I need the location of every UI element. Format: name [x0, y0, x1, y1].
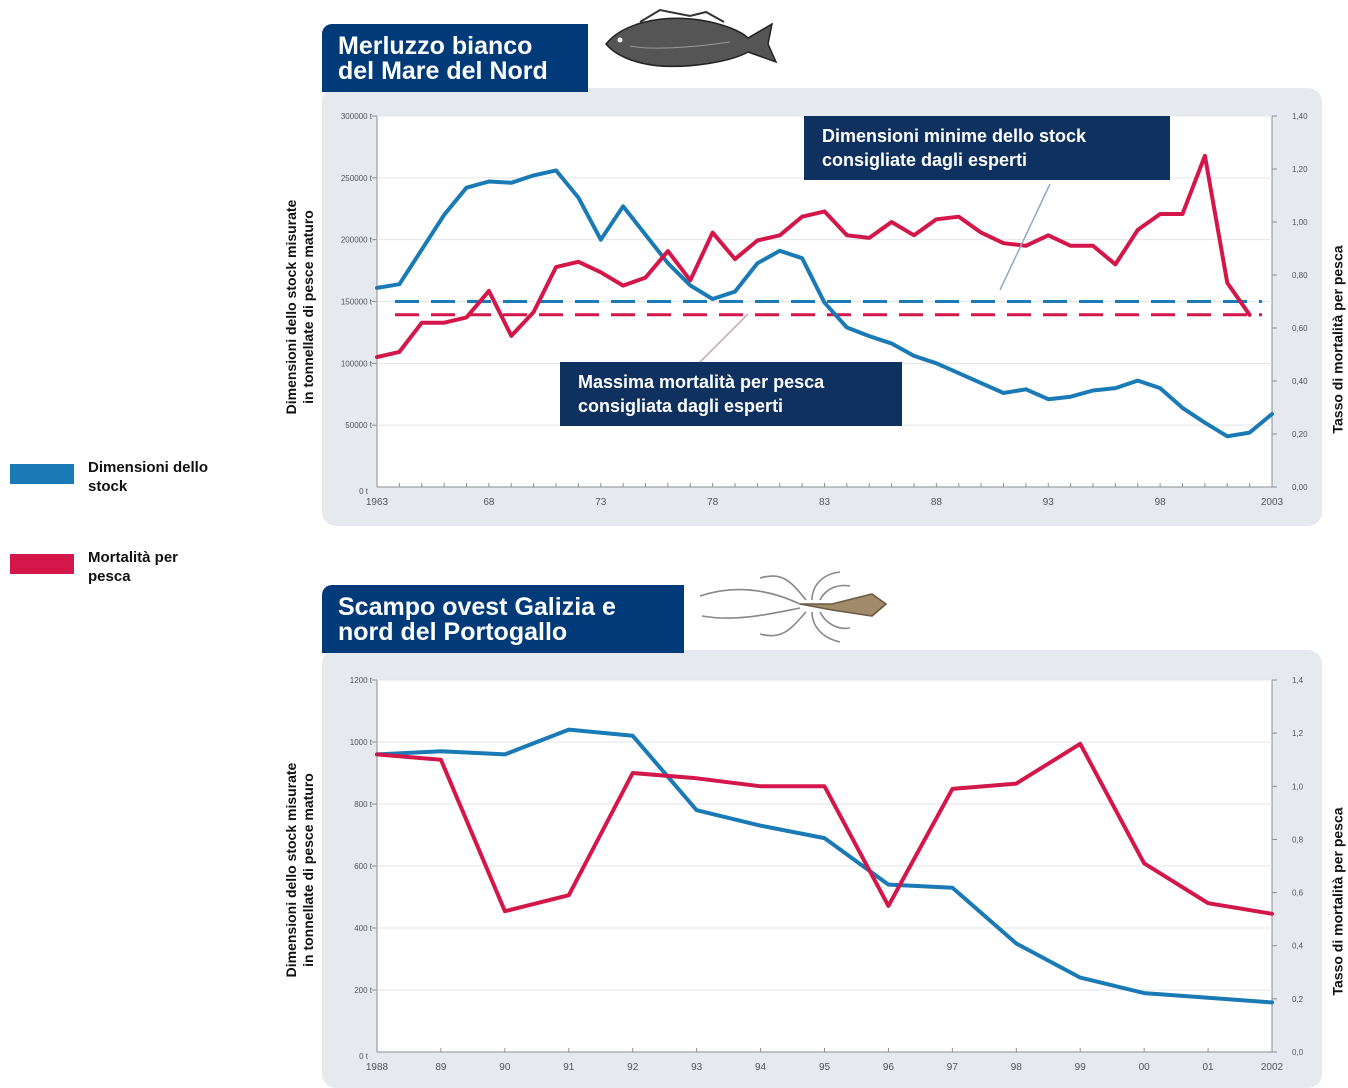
legend-label-mortality: Mortalità per pesca [88, 549, 179, 585]
chart-cod-left-axis-label-line1: Dimensioni dello stock misurate [283, 199, 299, 415]
chart-cod-left-axis-label-line2: in tonnellate di pesce maturo [300, 210, 316, 404]
chart-title-cod-line2: del Mare del Nord [338, 57, 548, 85]
chart-panel-scampi [322, 650, 1322, 1088]
chart-title-cod-line1: Merluzzo bianco [338, 32, 533, 60]
chart-title-scampi-line1: Scampo ovest Galizia e [338, 593, 616, 621]
chart-cod-left-axis-label: Dimensioni dello stock misurate in tonne… [283, 147, 317, 467]
chart-scampi-left-axis-label: Dimensioni dello stock misurate in tonne… [283, 710, 317, 1030]
annotation-max-mortality-line2: consigliata dagli esperti [578, 396, 784, 416]
chart-title-scampi-line2: nord del Portogallo [338, 618, 568, 646]
annotation-min-stock-line1: Dimensioni minime dello stock [822, 126, 1087, 146]
annotation-min-stock: Dimensioni minime dello stock consigliat… [804, 116, 1170, 180]
legend-item-stock: Dimensioni dello stock [10, 458, 208, 496]
chart-title-scampi: Scampo ovest Galizia e nord del Portogal… [322, 585, 684, 653]
legend-label-stock: Dimensioni dello stock [88, 459, 209, 495]
annotation-max-mortality-line1: Massima mortalità per pesca [578, 372, 825, 392]
legend-item-mortality: Mortalità per pesca [10, 548, 208, 586]
legend-swatch-stock [10, 464, 74, 484]
annotation-max-mortality: Massima mortalità per pesca consigliata … [560, 362, 902, 426]
legend-swatch-mortality [10, 554, 74, 574]
scampi-icon [699, 571, 888, 643]
chart-title-cod: Merluzzo bianco del Mare del Nord [322, 24, 588, 92]
chart-scampi-left-axis-label-line1: Dimensioni dello stock misurate [283, 762, 299, 978]
chart-cod-right-axis-label: Tasso di mortalità per pesca [1329, 245, 1346, 434]
chart-scampi-left-axis-label-line2: in tonnellate di pesce maturo [300, 773, 316, 967]
chart-scampi-right-axis-label: Tasso di mortalità per pesca [1329, 807, 1346, 996]
annotation-min-stock-line2: consigliate dagli esperti [822, 150, 1028, 170]
cod-fish-icon [605, 8, 778, 68]
